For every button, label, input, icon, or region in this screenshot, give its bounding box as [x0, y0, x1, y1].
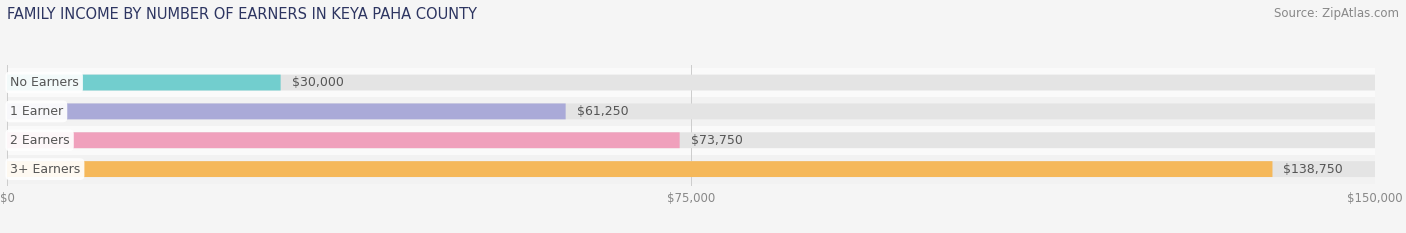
- Text: $73,750: $73,750: [690, 134, 742, 147]
- FancyBboxPatch shape: [7, 132, 1375, 148]
- Text: FAMILY INCOME BY NUMBER OF EARNERS IN KEYA PAHA COUNTY: FAMILY INCOME BY NUMBER OF EARNERS IN KE…: [7, 7, 477, 22]
- FancyBboxPatch shape: [7, 132, 679, 148]
- FancyBboxPatch shape: [7, 126, 1375, 155]
- FancyBboxPatch shape: [7, 75, 281, 90]
- Text: 3+ Earners: 3+ Earners: [10, 163, 80, 176]
- FancyBboxPatch shape: [7, 68, 1375, 97]
- Text: Source: ZipAtlas.com: Source: ZipAtlas.com: [1274, 7, 1399, 20]
- FancyBboxPatch shape: [7, 103, 1375, 119]
- FancyBboxPatch shape: [7, 97, 1375, 126]
- Text: $30,000: $30,000: [291, 76, 343, 89]
- Text: $138,750: $138,750: [1284, 163, 1343, 176]
- FancyBboxPatch shape: [7, 103, 565, 119]
- Text: No Earners: No Earners: [10, 76, 79, 89]
- FancyBboxPatch shape: [7, 75, 1375, 90]
- FancyBboxPatch shape: [7, 161, 1375, 177]
- Text: 2 Earners: 2 Earners: [10, 134, 69, 147]
- Text: $61,250: $61,250: [576, 105, 628, 118]
- Text: 1 Earner: 1 Earner: [10, 105, 63, 118]
- FancyBboxPatch shape: [7, 155, 1375, 184]
- FancyBboxPatch shape: [7, 161, 1272, 177]
